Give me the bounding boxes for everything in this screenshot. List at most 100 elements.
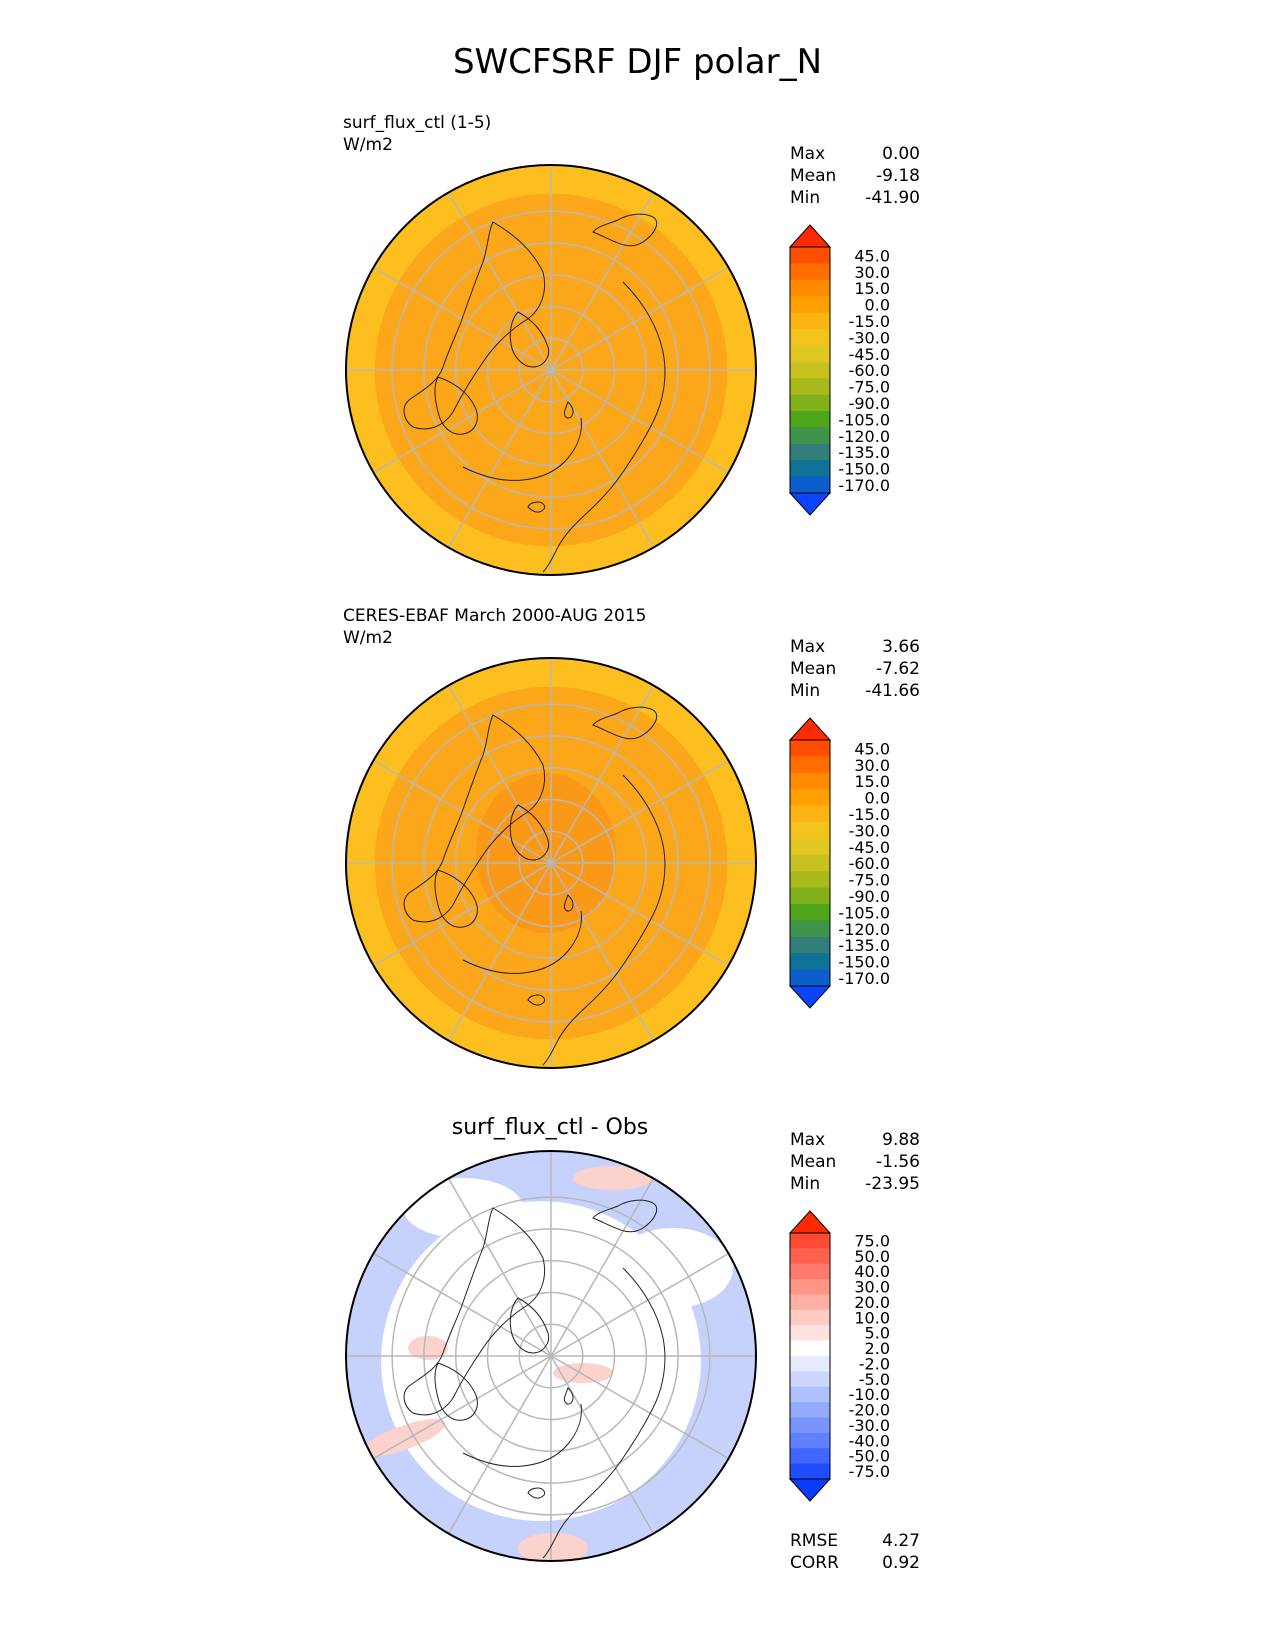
colorbar-tick-label: -15.0 xyxy=(849,312,890,331)
colorbar-segment xyxy=(790,394,830,412)
stat-min-value: -23.95 xyxy=(865,1174,920,1194)
colorbar-extend-top xyxy=(788,717,832,741)
panel3-polar-map xyxy=(345,1150,757,1562)
colorbar-segment xyxy=(790,789,830,807)
colorbar-tick-label: -105.0 xyxy=(838,903,890,922)
stat-min-label: Min xyxy=(790,1174,821,1194)
colorbar-tick-label: 15.0 xyxy=(854,279,890,298)
coastline xyxy=(434,376,478,435)
corr-label: CORR xyxy=(790,1553,839,1573)
colorbar-segment xyxy=(790,887,830,905)
colorbar-tick-label: 45.0 xyxy=(854,739,890,758)
colorbar-segment xyxy=(790,969,830,987)
meridian-line xyxy=(373,266,414,292)
coastlines xyxy=(403,706,666,1066)
colorbar-segment xyxy=(790,263,830,281)
meridian-line xyxy=(413,1275,689,1437)
coastlines xyxy=(403,213,666,573)
colorbar-segment xyxy=(790,443,830,461)
colorbar-tick-label: -150.0 xyxy=(838,953,890,972)
colorbar-tick-label: -45.0 xyxy=(849,345,890,364)
coastline xyxy=(564,1387,574,1405)
colorbar-segment xyxy=(790,838,830,856)
stat-min-value: -41.90 xyxy=(865,188,920,208)
colorbar-extend-top xyxy=(788,1210,832,1234)
meridian-line xyxy=(629,1178,655,1219)
meridian-line xyxy=(373,1434,414,1460)
colorbar-tick-label: -120.0 xyxy=(838,427,890,446)
anomaly-positive xyxy=(408,1336,448,1360)
colorbar-tick-label: 40.0 xyxy=(854,1262,890,1281)
panel3-heading: surf_flux_ctl - Obs xyxy=(451,1115,649,1140)
stat-max-value: 3.66 xyxy=(882,637,920,657)
colorbar-tick-label: 45.0 xyxy=(854,246,890,265)
colorbar-segment xyxy=(790,756,830,774)
meridian-line xyxy=(688,759,729,785)
meridian-line xyxy=(447,1493,473,1534)
colorbar-frame xyxy=(789,739,831,987)
stat-max-label: Max xyxy=(790,637,826,657)
panel1-stats: Max 0.00 Mean -9.18 Min -41.90 xyxy=(790,143,920,209)
coastline xyxy=(542,774,666,1066)
figure-title: SWCFSRF DJF polar_N xyxy=(452,42,823,82)
colorbar-segment xyxy=(790,279,830,297)
panel1-label: surf_flux_ctl (1-5) W/m2 xyxy=(343,112,491,156)
coastline xyxy=(527,501,546,513)
panel1-name: surf_flux_ctl (1-5) xyxy=(343,113,492,133)
meridian-line xyxy=(629,192,655,233)
coastline xyxy=(462,417,582,481)
stat-mean-label: Mean xyxy=(790,1152,837,1172)
coastline xyxy=(564,401,574,419)
coastline xyxy=(542,1267,666,1559)
colorbar-tick-label: -170.0 xyxy=(838,476,890,495)
coastline xyxy=(592,213,658,247)
coastline xyxy=(462,910,582,974)
colorbar-tick-label: 10.0 xyxy=(854,1308,890,1327)
stat-min-value: -41.66 xyxy=(865,681,920,701)
panel3-colorbar: 75.050.040.030.020.010.05.02.0-2.0-5.0-1… xyxy=(788,1210,890,1502)
panel2-colorbar: 45.030.015.00.0-15.0-30.0-45.0-60.0-75.0… xyxy=(788,717,890,1009)
meridian-line xyxy=(447,1178,473,1219)
colorbar-segment xyxy=(790,1371,830,1388)
colorbar-segment xyxy=(790,1294,830,1311)
colorbar-tick-label: -75.0 xyxy=(849,378,890,397)
colorbar-segment xyxy=(790,361,830,379)
colorbar-tick-label: -45.0 xyxy=(849,838,890,857)
meridian-line xyxy=(629,507,655,548)
rmse-label: RMSE xyxy=(790,1531,839,1551)
colorbar-segment xyxy=(790,854,830,872)
colorbar-segment xyxy=(790,740,830,757)
colorbar-tick-label: -30.0 xyxy=(849,1416,890,1435)
meridian-line xyxy=(373,941,414,967)
colorbar-segment xyxy=(790,1356,830,1372)
stat-mean-label: Mean xyxy=(790,166,837,186)
colorbar-tick-label: -75.0 xyxy=(849,871,890,890)
colorbar-tick-label: -105.0 xyxy=(838,410,890,429)
coastline xyxy=(527,994,546,1006)
meridian-line xyxy=(413,782,689,944)
colorbar-segment xyxy=(790,772,830,790)
anomaly-positive xyxy=(553,1363,613,1383)
coastline xyxy=(509,311,550,368)
stat-max-value: 9.88 xyxy=(882,1130,920,1150)
field-inner-patch xyxy=(613,1228,733,1308)
colorbar-segment xyxy=(790,345,830,363)
colorbar-tick-label: 30.0 xyxy=(854,1278,890,1297)
panel2-stats: Max 3.66 Mean -7.62 Min -41.66 xyxy=(790,636,920,702)
meridian-line xyxy=(629,685,655,726)
colorbar-extend-bottom xyxy=(788,492,832,516)
coastline xyxy=(403,221,546,430)
stat-mean-value: -1.56 xyxy=(876,1152,920,1172)
coastline xyxy=(542,281,666,573)
stat-min-label: Min xyxy=(790,681,821,701)
coastline xyxy=(592,706,658,740)
colorbar-segment xyxy=(790,329,830,346)
rmse-value: 4.27 xyxy=(882,1531,920,1551)
graticule xyxy=(346,658,756,1068)
colorbar-tick-label: -15.0 xyxy=(849,805,890,824)
coastline xyxy=(509,1297,550,1354)
map-field xyxy=(346,1151,756,1561)
colorbar-segment xyxy=(790,1386,830,1403)
summary-stats: RMSE 4.27 CORR 0.92 xyxy=(790,1530,920,1574)
colorbar-segment xyxy=(790,1417,830,1434)
